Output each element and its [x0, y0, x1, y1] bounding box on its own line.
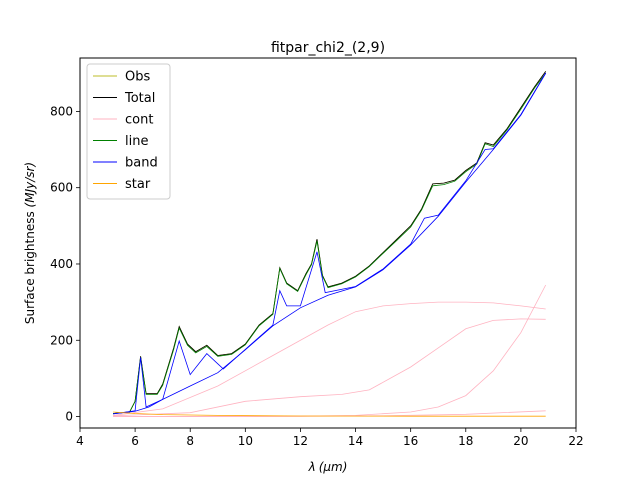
legend-label: cont: [125, 113, 153, 128]
chart-title: fitpar_chi2_(2,9): [271, 40, 385, 56]
series-line-star-9: [113, 411, 546, 417]
series-layer: [113, 71, 547, 417]
y-tick-label: 200: [50, 333, 73, 347]
x-tick-label: 6: [131, 434, 139, 448]
legend-label: star: [125, 177, 151, 192]
x-tick-label: 4: [76, 434, 84, 448]
y-tick-label: 600: [50, 181, 73, 195]
series-line-line-6: [113, 73, 547, 414]
x-tick-label: 10: [238, 434, 253, 448]
legend-label: line: [125, 134, 148, 149]
y-axis-label-text: Surface brightness: [23, 207, 37, 324]
legend-label: Obs: [125, 70, 150, 85]
y-tick-label: 400: [50, 257, 73, 271]
x-tick-label: 20: [513, 434, 528, 448]
y-tick-label: 800: [50, 104, 73, 118]
x-tick-label: 8: [186, 434, 194, 448]
y-tick-label: 0: [65, 410, 73, 424]
y-axis: 0 200 400 600 800: [50, 104, 80, 424]
x-tick-label: 12: [293, 434, 308, 448]
series-line-cont-2: [113, 318, 546, 417]
legend: Obs Total cont line band star: [86, 63, 171, 200]
series-line-band-8: [113, 72, 547, 415]
x-tick-label: 14: [348, 434, 363, 448]
x-tick-label: 16: [403, 434, 418, 448]
x-axis-label-unit: (μm): [319, 460, 348, 474]
x-axis-label: λ (μm): [308, 460, 348, 474]
x-tick-label: 18: [458, 434, 473, 448]
plot-frame: [79, 57, 577, 429]
x-tick-label: 22: [568, 434, 583, 448]
series-line-cont-3: [113, 301, 546, 416]
y-axis-label-unit: (MJy/sr): [23, 162, 37, 208]
x-axis: 4 6 8 10 12 14 16 18 20 22: [76, 428, 584, 448]
x-axis-label-symbol: λ: [308, 460, 316, 474]
y-axis-label: Surface brightness (MJy/sr): [23, 162, 37, 324]
legend-label: Total: [124, 91, 155, 106]
legend-label: band: [125, 156, 158, 171]
